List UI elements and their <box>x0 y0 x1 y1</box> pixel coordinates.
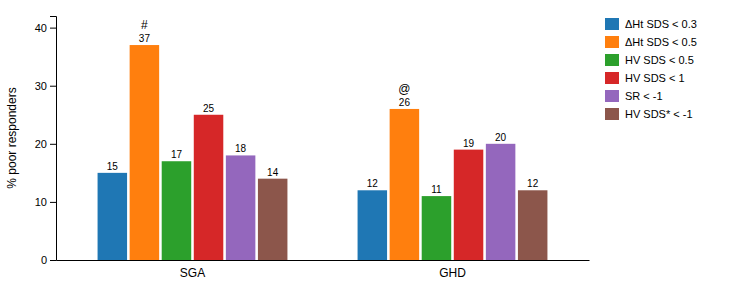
y-axis-line <box>50 17 57 261</box>
x-tick: SGA <box>180 266 205 280</box>
annotation: @ <box>398 82 410 96</box>
y-tick-label: 20 <box>35 138 47 150</box>
legend-label: SR < -1 <box>625 90 663 102</box>
data-label: 14 <box>267 167 279 178</box>
bar <box>194 115 224 260</box>
bar <box>130 45 160 260</box>
data-label: 37 <box>139 33 151 44</box>
y-tick-mark <box>50 28 56 29</box>
x-axis-line <box>57 260 590 261</box>
bar <box>358 190 388 260</box>
data-label: 18 <box>235 143 247 154</box>
legend-label: HV SDS* < -1 <box>625 108 693 120</box>
y-axis-title: % poor responders <box>5 87 19 188</box>
bar <box>454 150 484 260</box>
bars <box>98 45 548 260</box>
legend-label: HV SDS < 1 <box>625 72 685 84</box>
bar <box>422 196 452 260</box>
y-tick-mark <box>50 144 56 145</box>
y-tick-label: 0 <box>41 254 47 266</box>
y-tick: 30 <box>35 80 56 92</box>
y-tick: 20 <box>35 138 56 150</box>
x-tick-label: GHD <box>439 266 466 280</box>
y-tick: 0 <box>41 254 56 266</box>
y-tick-mark <box>50 260 56 261</box>
annotations: #@ <box>141 18 410 96</box>
bar <box>162 161 192 260</box>
legend-swatch <box>605 36 619 48</box>
bar <box>258 179 288 260</box>
legend-label: ΔHt SDS < 0.5 <box>625 36 697 48</box>
y-tick: 10 <box>35 196 56 208</box>
data-label: 11 <box>431 184 442 195</box>
bar <box>98 173 128 260</box>
plot-area: 0 10 20 30 40 SGA GHD % poor responders 15 12 37 26… <box>5 17 590 280</box>
bar <box>226 155 256 260</box>
bar <box>390 109 420 260</box>
y-tick-mark <box>50 202 56 203</box>
data-label: 20 <box>495 132 507 143</box>
legend-label: ΔHt SDS < 0.3 <box>625 18 697 30</box>
x-tick: GHD <box>439 266 466 280</box>
data-label: 12 <box>527 178 539 189</box>
legend-swatch <box>605 72 619 84</box>
data-label: 12 <box>367 178 379 189</box>
x-axis: SGA GHD <box>57 261 590 280</box>
bar <box>486 144 516 260</box>
legend-item: HV SDS < 1 <box>605 72 685 84</box>
chart-container: 0 10 20 30 40 SGA GHD % poor responders 15 12 37 26… <box>0 0 729 290</box>
legend-item: HV SDS* < -1 <box>605 108 693 120</box>
legend-label: HV SDS < 0.5 <box>625 54 694 66</box>
legend-item: ΔHt SDS < 0.5 <box>605 36 697 48</box>
data-label: 26 <box>399 97 411 108</box>
x-tick-label: SGA <box>180 266 205 280</box>
y-axis: 0 10 20 30 40 <box>35 17 57 267</box>
legend-item: ΔHt SDS < 0.3 <box>605 18 697 30</box>
chart-svg: 0 10 20 30 40 SGA GHD % poor responders 15 12 37 26… <box>0 0 729 290</box>
data-label: 15 <box>107 161 119 172</box>
y-tick-label: 30 <box>35 80 47 92</box>
legend-item: HV SDS < 0.5 <box>605 54 694 66</box>
legend: ΔHt SDS < 0.3 ΔHt SDS < 0.5 HV SDS < 0.5 HV… <box>605 18 697 120</box>
y-tick-mark <box>50 86 56 87</box>
data-labels: 15 12 37 26 17 11 25 19 18 20 14 12 <box>107 33 539 195</box>
legend-swatch <box>605 90 619 102</box>
y-tick: 40 <box>35 22 56 34</box>
legend-swatch <box>605 18 619 30</box>
data-label: 19 <box>463 138 475 149</box>
bar <box>518 190 548 260</box>
annotation: # <box>141 18 148 32</box>
legend-swatch <box>605 54 619 66</box>
data-label: 17 <box>171 149 183 160</box>
y-tick-label: 10 <box>35 196 47 208</box>
legend-item: SR < -1 <box>605 90 663 102</box>
legend-swatch <box>605 108 619 120</box>
y-tick-label: 40 <box>35 22 47 34</box>
data-label: 25 <box>203 103 215 114</box>
